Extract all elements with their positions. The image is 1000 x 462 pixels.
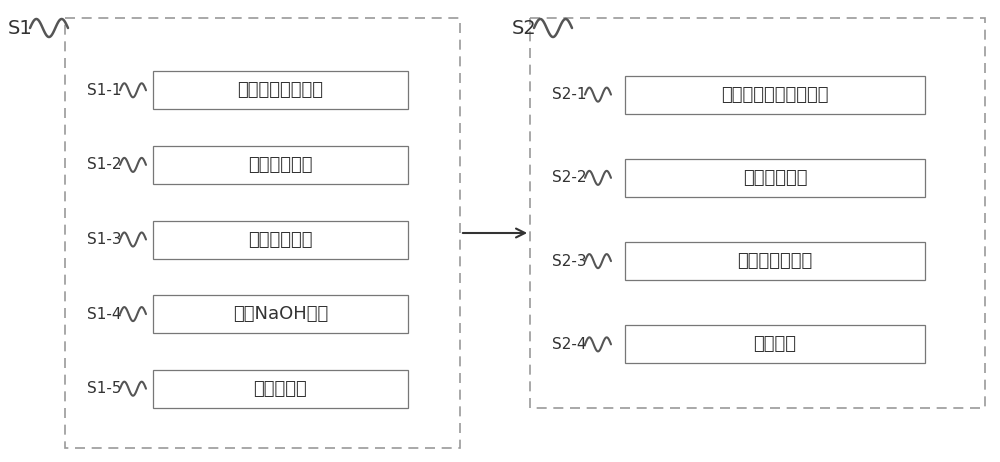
Text: 加入钙盐溶液: 加入钙盐溶液 [248,156,313,174]
Text: S1-5: S1-5 [87,381,122,396]
Bar [530,18,985,408]
Text: 加入磷酸溶液: 加入磷酸溶液 [248,231,313,249]
Bar [153,220,408,259]
Text: S1-4: S1-4 [87,307,122,322]
Bar [625,242,925,280]
Text: S1-1: S1-1 [87,83,122,98]
Bar [625,159,925,197]
Bar [625,76,925,114]
Text: 配置胶原的酸溶液: 配置胶原的酸溶液 [238,81,324,99]
Bar [153,146,408,184]
Bar [153,295,408,333]
Text: 灌模干燥: 灌模干燥 [754,335,796,353]
Text: S2-2: S2-2 [552,170,586,185]
Bar [625,325,925,364]
Text: 离心、干燥: 离心、干燥 [254,380,307,398]
Text: S1: S1 [8,18,33,37]
Text: S2-4: S2-4 [552,337,586,352]
Text: 加入蛋黄卵磷脂: 加入蛋黄卵磷脂 [737,252,813,270]
Bar [153,370,408,407]
Text: 加入NaOH溶液: 加入NaOH溶液 [233,305,328,323]
Text: 配置高分子聚合物溶液: 配置高分子聚合物溶液 [721,85,829,103]
Text: S2-1: S2-1 [552,87,586,102]
Text: S1-2: S1-2 [87,158,122,172]
Text: 加入矿化胶原: 加入矿化胶原 [743,169,807,187]
Bar [65,18,460,448]
Text: S2: S2 [512,18,537,37]
Bar [153,71,408,109]
Text: S1-3: S1-3 [87,232,122,247]
Text: S2-3: S2-3 [552,254,587,268]
